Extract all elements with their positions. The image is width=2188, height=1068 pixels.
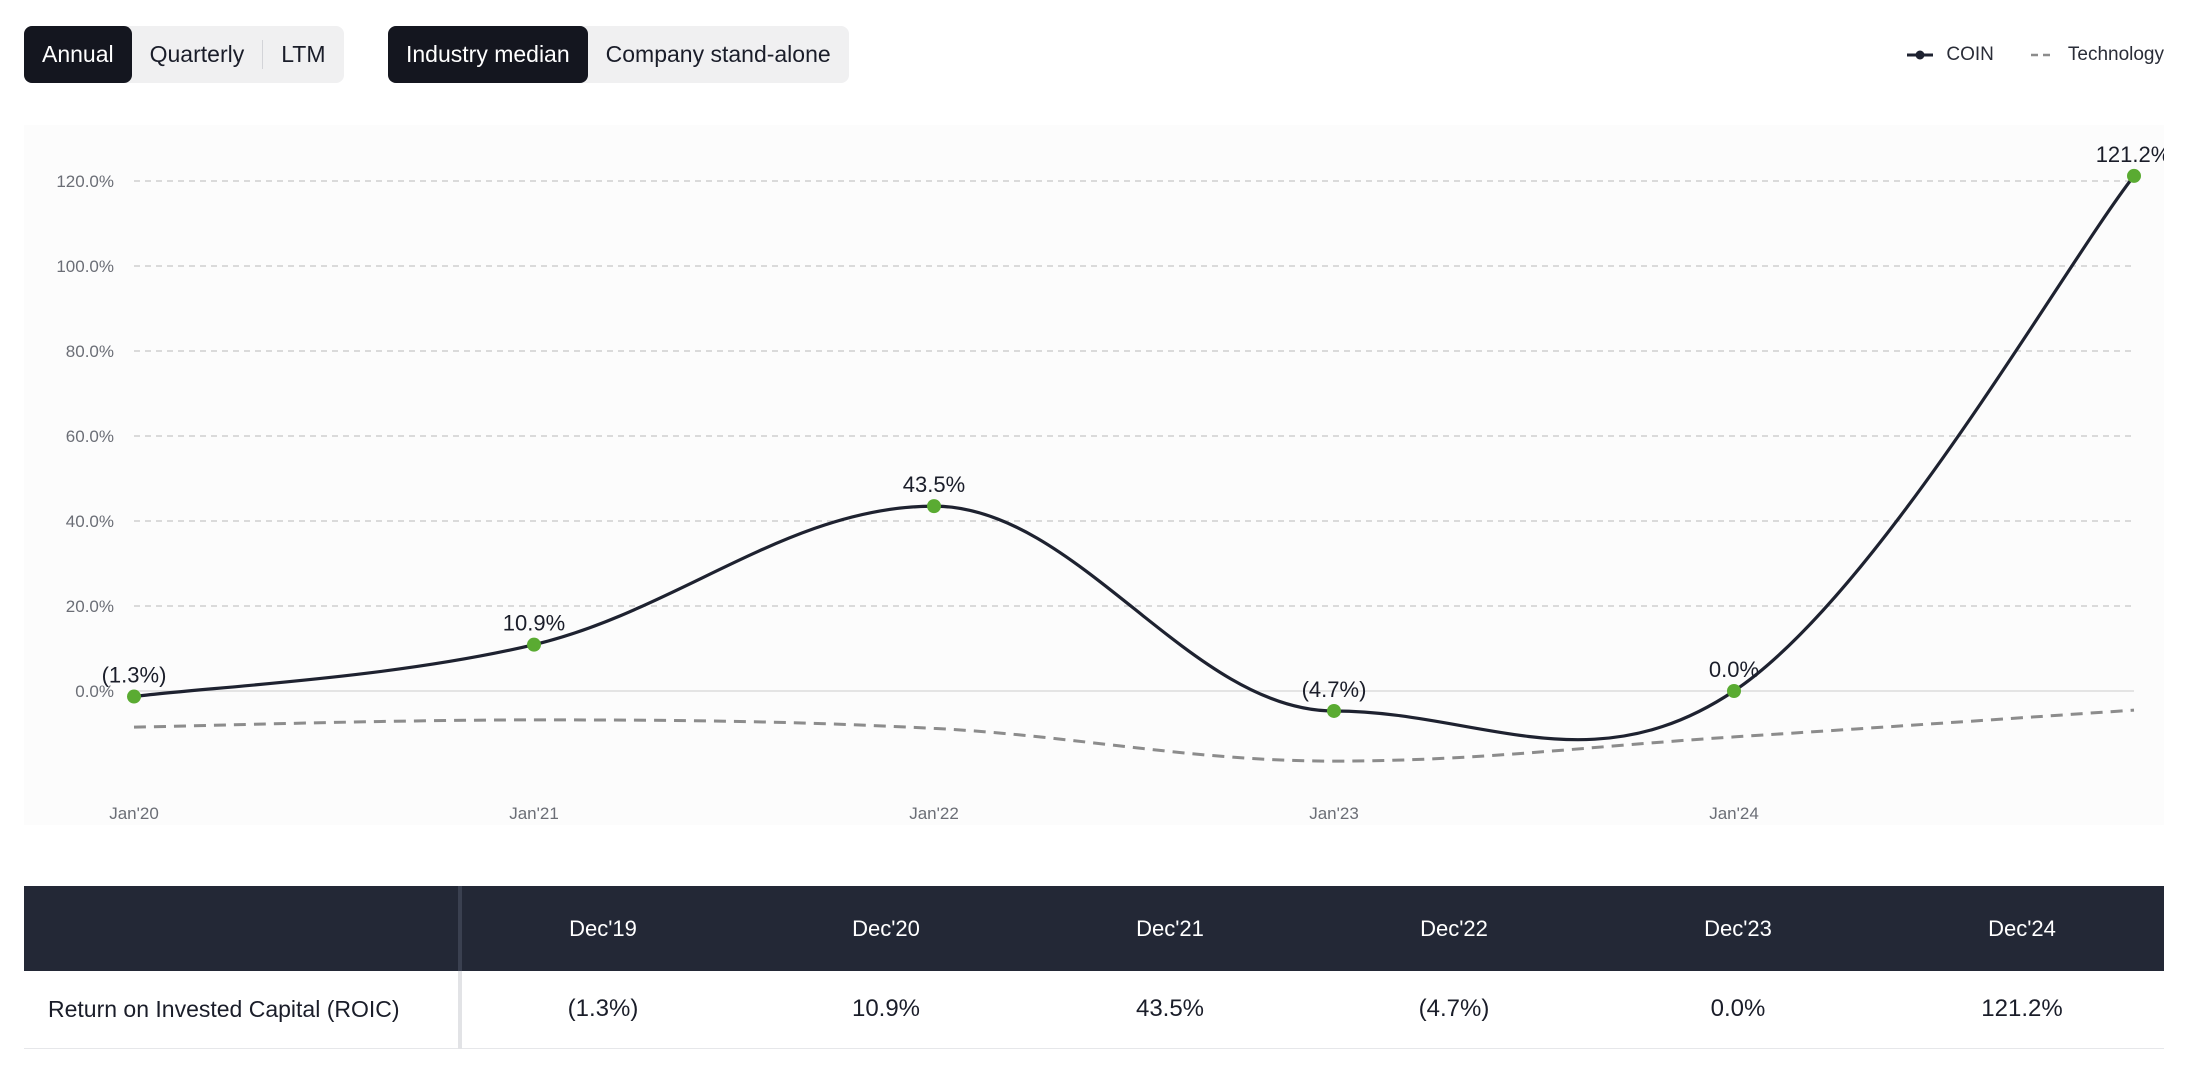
line-chart: 0.0% 20.0% 40.0% 60.0% 80.0% 100.0% 120.0% Jan'… — [56, 142, 2164, 823]
y-tick-label: 60.0% — [66, 427, 114, 446]
data-label-coin: 43.5% — [903, 472, 965, 497]
legend-label-coin: COIN — [1946, 43, 1994, 65]
x-tick-label: Jan'22 — [909, 804, 959, 823]
table-cell: 0.0% — [1710, 995, 1766, 1023]
legend-dashed-line-icon — [2030, 53, 2055, 56]
data-label-coin: 10.9% — [503, 611, 565, 636]
data-point-coin — [127, 689, 141, 704]
data-label-coin: 121.2% — [2096, 142, 2164, 167]
x-tick-label: Jan'24 — [1709, 804, 1759, 823]
table-cell: (4.7%) — [1418, 995, 1490, 1023]
data-point-coin — [527, 637, 541, 652]
data-label-coin: (1.3%) — [102, 663, 167, 688]
roic-chart: 0.0% 20.0% 40.0% 60.0% 80.0% 100.0% 120.0% Jan'… — [24, 125, 2164, 825]
legend-label-technology: Technology — [2067, 43, 2164, 65]
series-line-technology — [133, 708, 2135, 763]
legend-solid-line-icon — [1907, 50, 1934, 59]
row-label-roic: Return on Invested Capital (ROIC) — [24, 971, 462, 1048]
y-tick-label: 120.0% — [56, 172, 114, 191]
benchmark-toggle: Industry median Company stand-alone — [388, 26, 849, 83]
y-tick-label: 40.0% — [66, 512, 114, 531]
tab-quarterly[interactable]: Quarterly — [149, 41, 245, 67]
column-header: Dec'24 — [1988, 915, 2056, 941]
legend-item-coin[interactable]: COIN — [1906, 44, 1994, 66]
table-header-row: Dec'19 Dec'20 Dec'21 Dec'22 Dec'23 Dec'2… — [24, 886, 2164, 971]
data-point-coin — [927, 499, 941, 514]
tab-annual[interactable]: Annual — [24, 26, 132, 83]
x-tick-label: Jan'21 — [509, 804, 559, 823]
data-point-coin — [2127, 168, 2141, 183]
period-toggle: Annual Quarterly LTM — [24, 26, 344, 83]
tab-company-stand-alone[interactable]: Company stand-alone — [605, 41, 831, 67]
data-label-coin: 0.0% — [1709, 657, 1759, 682]
table-cell: 43.5% — [1135, 995, 1205, 1023]
tab-industry-median[interactable]: Industry median — [388, 26, 588, 83]
table-cell: 10.9% — [851, 995, 921, 1023]
data-point-coin — [1727, 684, 1741, 698]
column-header: Dec'20 — [852, 915, 920, 941]
column-header: Dec'22 — [1420, 915, 1488, 941]
table-row: Return on Invested Capital (ROIC) (1.3%)… — [24, 971, 2164, 1048]
tab-ltm[interactable]: LTM — [281, 41, 326, 67]
x-tick-label: Jan'20 — [109, 804, 159, 823]
data-point-coin — [1327, 703, 1341, 718]
y-tick-label: 20.0% — [66, 597, 114, 616]
y-tick-label: 100.0% — [56, 257, 114, 276]
y-tick-label: 0.0% — [75, 682, 114, 701]
tab-divider — [262, 40, 264, 69]
chart-toolbar: Annual Quarterly LTM Industry median Com… — [24, 26, 2164, 83]
x-tick-label: Jan'23 — [1309, 804, 1359, 823]
column-header: Dec'23 — [1704, 915, 1772, 941]
table-corner-cell — [24, 886, 462, 971]
roic-table: Dec'19 Dec'20 Dec'21 Dec'22 Dec'23 Dec'2… — [24, 886, 2164, 1049]
table-cell: (1.3%) — [567, 995, 639, 1023]
legend-item-technology[interactable]: Technology — [2030, 44, 2164, 66]
table-cell: 121.2% — [1981, 995, 2063, 1023]
column-header: Dec'21 — [1136, 915, 1204, 941]
chart-legend: COIN Technology — [1906, 26, 2164, 83]
data-label-coin: (4.7%) — [1302, 677, 1367, 702]
series-line-coin — [133, 174, 2136, 742]
column-header: Dec'19 — [569, 915, 637, 941]
y-tick-label: 80.0% — [66, 342, 114, 361]
